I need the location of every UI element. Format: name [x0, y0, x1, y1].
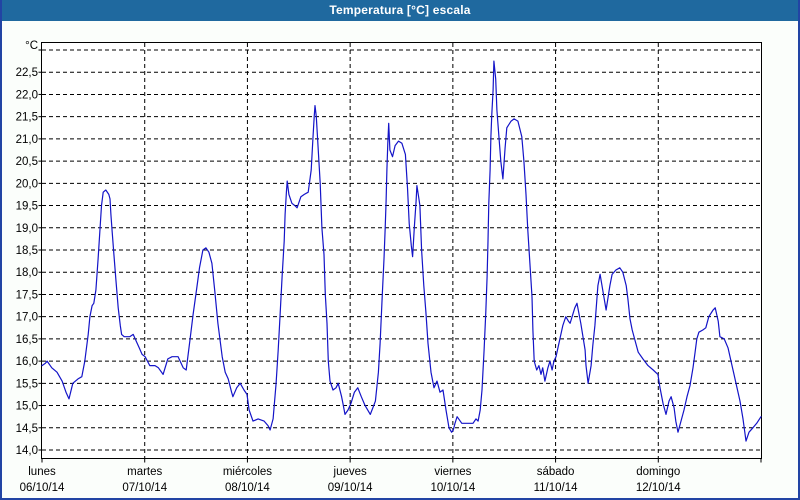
chart-title-bar: Temperatura [°C] escala: [2, 0, 798, 21]
y-axis-label: 21,0: [16, 134, 38, 146]
y-axis-label: 17,0: [16, 312, 38, 324]
y-axis-label: 14,5: [16, 423, 38, 435]
x-axis-day-label: viernes: [434, 466, 471, 478]
x-axis-date-label: 09/10/14: [328, 482, 373, 494]
y-axis-label: 15,0: [16, 401, 38, 413]
temperature-line: [41, 60, 762, 442]
y-axis-label: 18,0: [16, 267, 38, 279]
y-axis-label: 22,0: [16, 89, 38, 101]
x-axis-day-label: jueves: [333, 466, 367, 478]
y-axis-label: 21,5: [16, 112, 38, 124]
x-axis-date-label: 06/10/14: [20, 482, 65, 494]
temperature-chart: °C 22,5 22,0 21,5 21,0 20,5 20,0 19,5 19,0 18,5 18…: [2, 21, 798, 498]
y-axis-label: 16,0: [16, 356, 38, 368]
y-axis-label: 18,5: [16, 245, 38, 257]
y-axis-label: 15,5: [16, 378, 38, 390]
x-axis-date-label: 11/10/14: [534, 482, 579, 494]
x-axis-day-label: lunes: [28, 466, 56, 478]
y-axis-label: 19,5: [16, 201, 38, 213]
x-axis-day-label: miércoles: [223, 466, 272, 478]
x-axis-date-label: 10/10/14: [430, 482, 475, 494]
x-axis-day-label: martes: [127, 466, 162, 478]
y-axis-unit-label: °C: [25, 40, 38, 52]
y-axis-label: 14,0: [16, 445, 38, 457]
y-axis-label: 22,5: [16, 67, 38, 79]
x-axis-date-label: 08/10/14: [225, 482, 270, 494]
y-axis-label: 19,0: [16, 223, 38, 235]
y-axis-label: 20,5: [16, 156, 38, 168]
y-axis-label: 16,5: [16, 334, 38, 346]
chart-title: Temperatura [°C] escala: [329, 3, 471, 17]
y-axis-label: 17,5: [16, 289, 38, 301]
x-axis-day-label: sábado: [537, 466, 575, 478]
x-axis-date-label: 12/10/14: [636, 482, 681, 494]
x-axis-date-label: 07/10/14: [122, 482, 167, 494]
y-axis-label: 20,0: [16, 178, 38, 190]
x-axis-day-label: domingo: [636, 466, 680, 478]
